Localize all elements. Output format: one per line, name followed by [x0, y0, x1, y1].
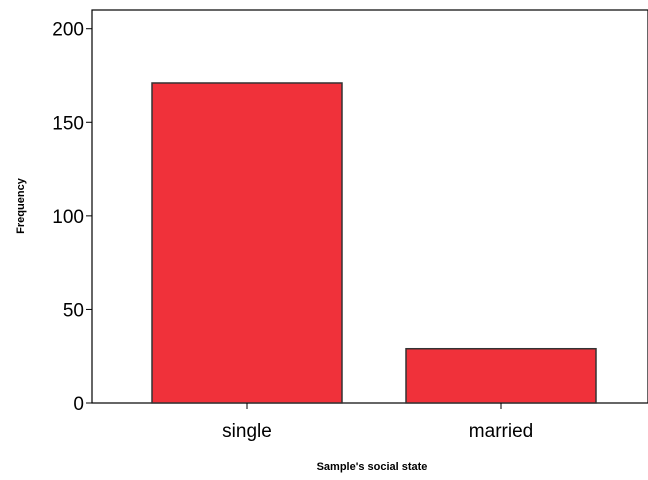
y-tick-label: 200: [52, 20, 84, 41]
y-axis-title: Frequency: [15, 177, 27, 234]
y-tick-label: 150: [52, 113, 84, 134]
x-axis-ticks: single married: [222, 403, 533, 442]
y-axis-ticks: 0 50 100 150 200: [52, 20, 92, 415]
x-axis-title: Sample's social state: [317, 461, 428, 473]
y-tick-label: 50: [63, 300, 84, 321]
y-tick-label: 100: [52, 207, 84, 228]
bar-single: [151, 82, 343, 404]
bar-married: [405, 347, 597, 404]
x-tick-label: single: [222, 421, 272, 442]
x-tick-label: married: [469, 421, 533, 442]
y-tick-label: 0: [73, 394, 84, 415]
